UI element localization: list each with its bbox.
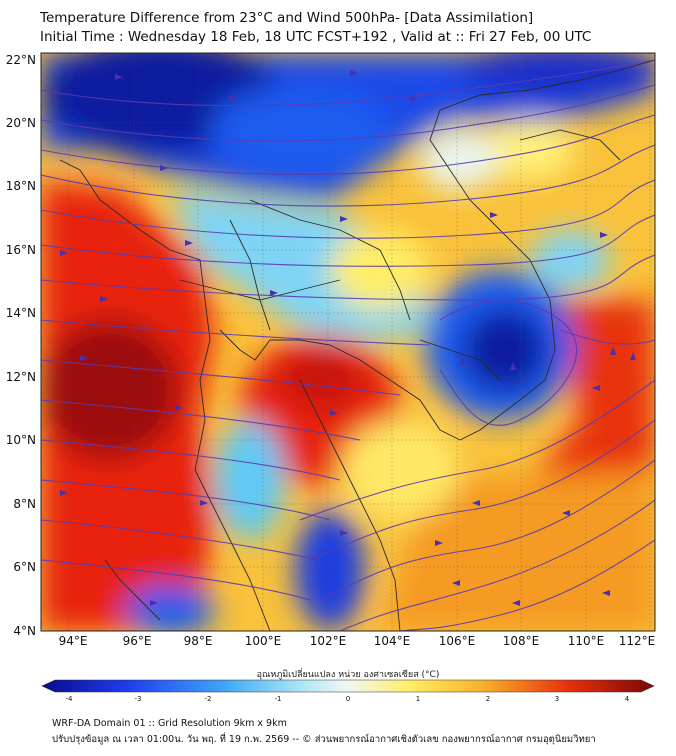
lat-label: 18°N	[6, 179, 36, 193]
lat-label: 14°N	[6, 306, 36, 320]
lon-label: 104°E	[374, 634, 411, 648]
colorbar-tick: 3	[555, 695, 559, 703]
colorbar-tick: -4	[66, 695, 74, 703]
colorbar-tick: -1	[275, 695, 282, 703]
lat-label: 10°N	[6, 433, 36, 447]
colorbar-tick: -3	[135, 695, 142, 703]
lon-label: 94°E	[59, 634, 88, 648]
colorbar: อุณหภูมิเปลี่ยนแปลง หน่วย องศาเซลเซียส (…	[41, 667, 655, 703]
map-frame	[40, 52, 656, 632]
lon-label: 102°E	[310, 634, 347, 648]
lat-label: 16°N	[6, 243, 36, 257]
footer-credit: ปรับปรุงข้อมูล ณ เวลา 01:00น. วัน พฤ. ที…	[52, 734, 596, 745]
footer-model-info: WRF-DA Domain 01 :: Grid Resolution 9km …	[52, 718, 287, 729]
lon-label: 98°E	[184, 634, 213, 648]
lon-label: 106°E	[439, 634, 476, 648]
longitude-labels: 94°E 96°E 98°E 100°E 102°E 104°E 106°E 1…	[59, 634, 656, 648]
lat-label: 6°N	[13, 560, 36, 574]
coastlines	[59, 59, 655, 631]
chart-title: Temperature Difference from 23°C and Win…	[40, 10, 534, 26]
temperature-field	[41, 53, 655, 631]
latitude-labels: 22°N 20°N 18°N 16°N 14°N 12°N 10°N 8°N 6…	[6, 53, 36, 638]
graticule	[41, 53, 655, 631]
wind-streamlines	[41, 59, 655, 631]
lat-label: 4°N	[13, 624, 36, 638]
colorbar-tick: 1	[416, 695, 420, 703]
lat-label: 22°N	[6, 53, 36, 67]
lon-label: 110°E	[568, 634, 605, 648]
lon-label: 108°E	[503, 634, 540, 648]
lon-label: 100°E	[245, 634, 282, 648]
lat-label: 12°N	[6, 370, 36, 384]
colorbar-tick: 0	[346, 695, 350, 703]
chart-subtitle: Initial Time : Wednesday 18 Feb, 18 UTC …	[40, 29, 592, 45]
colorbar-scale	[41, 679, 655, 693]
colorbar-tick: 2	[486, 695, 490, 703]
lon-label: 112°E	[619, 634, 656, 648]
colorbar-title: อุณหภูมิเปลี่ยนแปลง หน่วย องศาเซลเซียส (…	[257, 667, 440, 680]
lat-label: 20°N	[6, 116, 36, 130]
lat-label: 8°N	[13, 497, 36, 511]
arrowheads	[60, 70, 636, 606]
colorbar-tick: -2	[205, 695, 212, 703]
colorbar-tick: 4	[625, 695, 630, 703]
lon-label: 96°E	[123, 634, 152, 648]
